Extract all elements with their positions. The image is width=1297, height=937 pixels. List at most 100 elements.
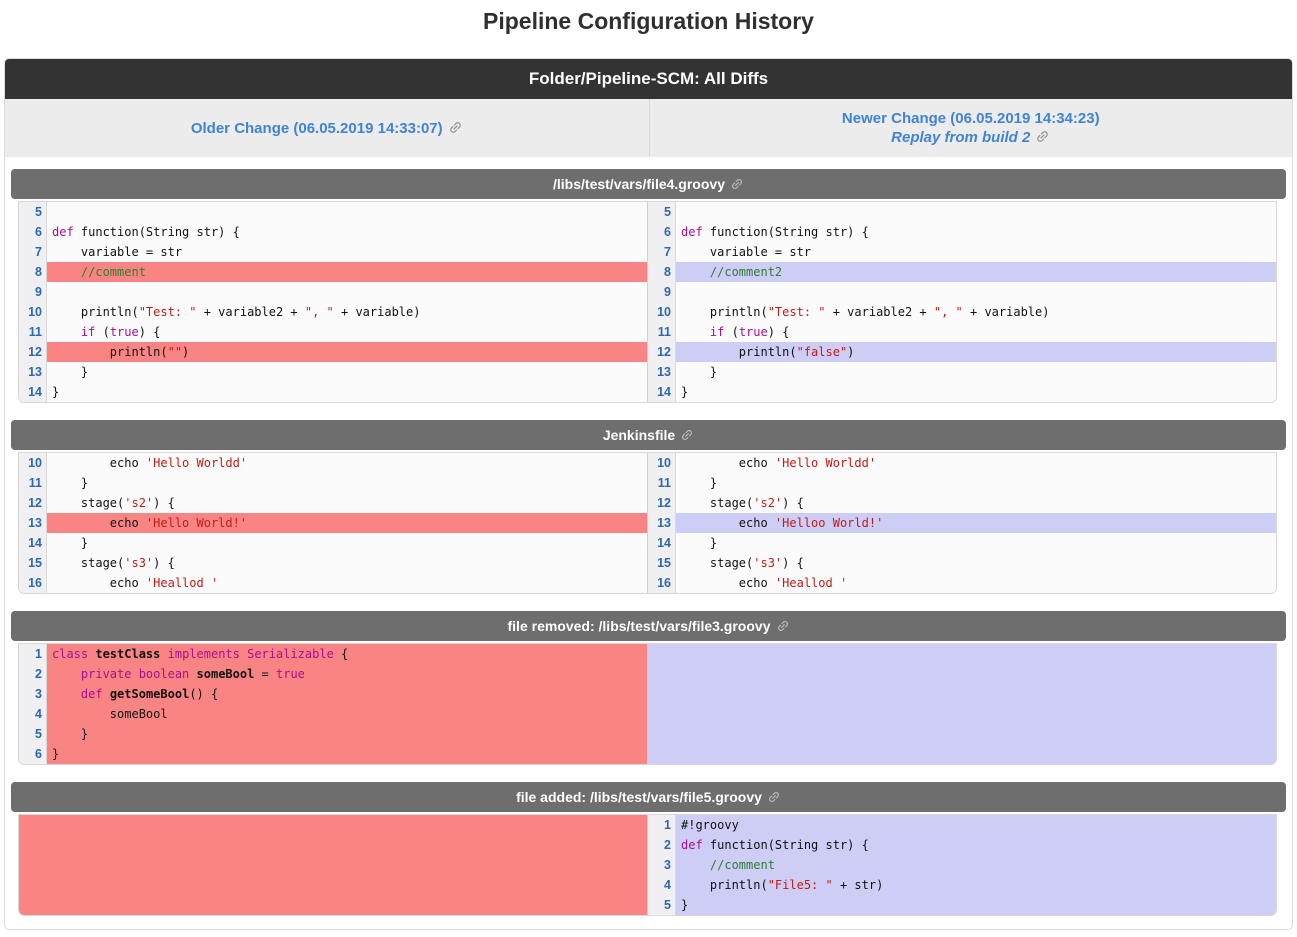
code-line: stage('s3') { <box>52 556 175 570</box>
code-line: def function(String str) { <box>676 835 1276 855</box>
line-number: 9 <box>648 282 676 302</box>
diff-title-bar: Folder/Pipeline-SCM: All Diffs <box>5 59 1292 99</box>
diff-sections: /libs/test/vars/file4.groovy 5 6 def functi… <box>5 169 1292 916</box>
code-line: someBool <box>47 704 647 724</box>
diff-line: 6 def function(String str) { <box>19 222 647 242</box>
line-number: 11 <box>648 473 676 493</box>
code-line: } <box>47 744 647 764</box>
code-line: def getSomeBool() { <box>47 684 647 704</box>
replay-link[interactable]: Replay from build 2 <box>891 129 1050 146</box>
code-line: println("File5: " + str) <box>676 875 1276 895</box>
compare-header: Older Change (06.05.2019 14:33:07) Newer… <box>5 99 1292 157</box>
diff-line: 5} <box>648 895 1276 915</box>
diff-line: 14} <box>648 382 1276 402</box>
code-line: } <box>681 385 689 399</box>
newer-change-link[interactable]: Newer Change (06.05.2019 14:34:23) <box>841 110 1100 127</box>
link-icon[interactable] <box>727 174 747 194</box>
line-number: 13 <box>648 513 676 533</box>
newer-change-cell: Newer Change (06.05.2019 14:34:23) Repla… <box>648 99 1293 157</box>
diff-pane-old: 1 class testClass implements Serializable… <box>19 644 647 764</box>
older-change-link[interactable]: Older Change (06.05.2019 14:33:07) <box>191 120 463 137</box>
file-header: file added: /libs/test/vars/file5.groovy <box>11 782 1286 812</box>
line-number: 5 <box>19 202 47 222</box>
diff-section: Jenkinsfile 10 echo 'Hello Worldd' 11 } 12 … <box>5 420 1292 594</box>
line-number: 13 <box>19 362 47 382</box>
diff-section: file removed: /libs/test/vars/file3.groo… <box>5 611 1292 765</box>
line-number: 10 <box>648 302 676 322</box>
code-line: def function(String str) { <box>681 225 869 239</box>
code-line: #!groovy <box>676 815 1276 835</box>
diff-line: 5 } <box>19 724 647 744</box>
line-number: 15 <box>648 553 676 573</box>
code-line: echo 'Hello Worldd' <box>52 456 248 470</box>
diff-line: 13 echo 'Helloo World!' <box>648 513 1276 533</box>
diff-line: 15 stage('s3') { <box>19 553 647 573</box>
diff-line: 11 if (true) { <box>648 322 1276 342</box>
file-header: file removed: /libs/test/vars/file3.groo… <box>11 611 1286 641</box>
code-line: } <box>676 895 1276 915</box>
page-title: Pipeline Configuration History <box>483 8 814 34</box>
line-number: 12 <box>19 493 47 513</box>
line-number: 7 <box>648 242 676 262</box>
code-line: echo 'Hello Worldd' <box>681 456 877 470</box>
diff-line: 13 echo 'Hello World!' <box>19 513 647 533</box>
line-number: 6 <box>648 222 676 242</box>
line-number: 11 <box>19 473 47 493</box>
code-line: if (true) { <box>80 325 161 339</box>
link-icon[interactable] <box>764 787 784 807</box>
line-number: 13 <box>19 513 47 533</box>
diff-line: 14 } <box>19 533 647 553</box>
file-header-title: /libs/test/vars/file4.groovy <box>553 176 725 192</box>
line-number: 6 <box>19 744 47 764</box>
diff-line: 11 } <box>19 473 647 493</box>
code-line: stage('s2') { <box>52 496 175 510</box>
diff-line: 16 echo 'Heallod ' <box>648 573 1276 593</box>
code-line: } <box>52 385 60 399</box>
diff-pane-new: 5 6 def function(String str) { 7 variable =… <box>647 202 1276 402</box>
code-line: } <box>47 724 647 744</box>
link-icon[interactable] <box>677 425 697 445</box>
line-number: 3 <box>648 855 676 875</box>
line-number: 16 <box>19 573 47 593</box>
line-number: 12 <box>648 493 676 513</box>
line-number: 10 <box>648 453 676 473</box>
code-line: //comment <box>676 855 1276 875</box>
code-line: println("false") <box>676 342 1276 362</box>
diff-line: 12 println("") <box>19 342 647 362</box>
file-header-title: file added: /libs/test/vars/file5.groovy <box>516 789 762 805</box>
line-number: 5 <box>648 202 676 222</box>
code-line: variable = str <box>681 245 812 259</box>
line-number: 8 <box>19 262 47 282</box>
code-line: println("") <box>47 342 647 362</box>
diff-line: 6 def function(String str) { <box>648 222 1276 242</box>
line-number: 14 <box>648 382 676 402</box>
code-line: } <box>52 536 89 550</box>
line-number: 5 <box>19 724 47 744</box>
diff-line: 9 <box>648 282 1276 302</box>
line-number: 4 <box>648 875 676 895</box>
file-header: /libs/test/vars/file4.groovy <box>11 169 1286 199</box>
code-line: println("Test: " + variable2 + ", " + va… <box>681 305 1050 319</box>
diff-line: 16 echo 'Heallod ' <box>19 573 647 593</box>
code-line: echo 'Helloo World!' <box>676 513 1276 533</box>
line-number: 6 <box>19 222 47 242</box>
diff-pane-new: 1 #!groovy 2 def function(String str) {3 //… <box>647 815 1276 915</box>
diff-section: /libs/test/vars/file4.groovy 5 6 def functi… <box>5 169 1292 403</box>
line-number: 5 <box>648 895 676 915</box>
diff-line: 13 } <box>19 362 647 382</box>
diff-line: 10 echo 'Hello Worldd' <box>19 453 647 473</box>
diff-line: 12 println("false") <box>648 342 1276 362</box>
line-number: 14 <box>648 533 676 553</box>
diff-line: 4 someBool <box>19 704 647 724</box>
link-icon[interactable] <box>773 616 793 636</box>
line-number: 2 <box>648 835 676 855</box>
line-number: 13 <box>648 362 676 382</box>
line-number: 14 <box>19 533 47 553</box>
diff-line: 7 variable = str <box>648 242 1276 262</box>
diff-line: 11 if (true) { <box>19 322 647 342</box>
file-header: Jenkinsfile <box>11 420 1286 450</box>
code-line: echo 'Hello World!' <box>47 513 647 533</box>
line-number: 10 <box>19 453 47 473</box>
diff-line: 12 stage('s2') { <box>648 493 1276 513</box>
line-number: 2 <box>19 664 47 684</box>
